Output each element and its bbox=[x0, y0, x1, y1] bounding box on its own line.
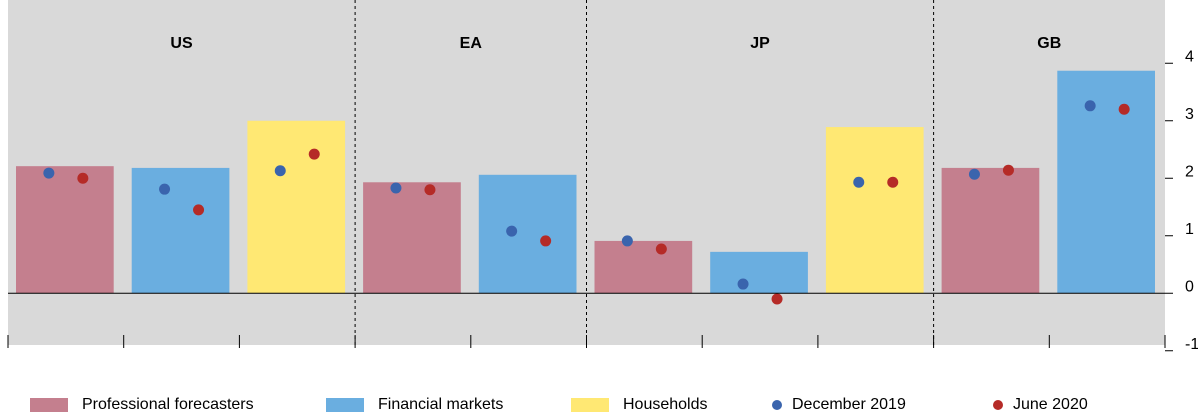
y-tick-label: -1 bbox=[1185, 336, 1198, 353]
bar bbox=[825, 127, 924, 294]
dot bbox=[1084, 100, 1096, 112]
dot bbox=[968, 168, 980, 180]
bar bbox=[710, 251, 808, 294]
legend-swatch bbox=[326, 398, 364, 412]
bar bbox=[594, 240, 693, 294]
dot bbox=[193, 204, 205, 216]
dot bbox=[853, 176, 865, 188]
legend-dot bbox=[993, 400, 1003, 410]
dot bbox=[77, 172, 89, 184]
bar bbox=[478, 174, 577, 294]
dot bbox=[655, 243, 667, 255]
dot bbox=[540, 235, 552, 247]
legend-dot bbox=[772, 400, 782, 410]
dot bbox=[737, 278, 749, 290]
y-tick-label: 1 bbox=[1185, 221, 1194, 238]
legend-label: Professional forecasters bbox=[82, 396, 254, 413]
dot bbox=[771, 293, 783, 305]
legend-swatch bbox=[30, 398, 68, 412]
bar bbox=[1057, 70, 1155, 294]
group-label: US bbox=[170, 35, 193, 52]
dot bbox=[1002, 164, 1014, 176]
dot bbox=[1118, 103, 1130, 115]
y-tick-label: 3 bbox=[1185, 106, 1194, 123]
dot bbox=[621, 235, 633, 247]
legend-swatch bbox=[571, 398, 609, 412]
bar bbox=[363, 182, 461, 294]
legend-label: December 2019 bbox=[792, 396, 906, 413]
bar bbox=[131, 167, 230, 294]
y-tick-label: 2 bbox=[1185, 163, 1194, 180]
dot bbox=[424, 184, 436, 196]
dot bbox=[159, 183, 171, 195]
group-label: EA bbox=[460, 35, 483, 52]
dot bbox=[43, 167, 55, 179]
dot bbox=[308, 148, 320, 160]
bar bbox=[941, 167, 1040, 294]
y-tick-label: 0 bbox=[1185, 278, 1194, 295]
legend-label: Households bbox=[623, 396, 708, 413]
legend-label: June 2020 bbox=[1013, 396, 1088, 413]
legend-label: Financial markets bbox=[378, 396, 503, 413]
dot bbox=[390, 182, 402, 194]
dot bbox=[506, 225, 518, 237]
bar bbox=[16, 166, 114, 294]
dot bbox=[274, 165, 286, 177]
bar bbox=[247, 120, 346, 294]
y-tick-label: 4 bbox=[1185, 48, 1194, 65]
dot bbox=[887, 176, 899, 188]
group-label: GB bbox=[1037, 35, 1061, 52]
group-label: JP bbox=[750, 35, 770, 52]
